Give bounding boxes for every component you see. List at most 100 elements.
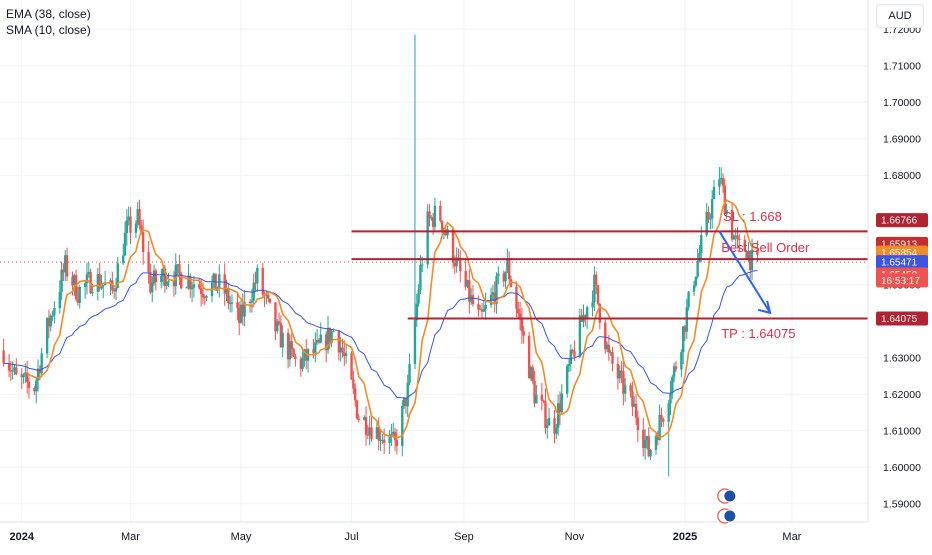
candle-body (27, 382, 31, 389)
candle-body (674, 366, 678, 370)
candle-body (176, 264, 179, 266)
y-tick-label: 1.71000 (883, 61, 921, 73)
candle-body (178, 264, 181, 274)
indicator-legend: EMA (38, close) SMA (10, close) (6, 6, 91, 38)
candle-body (720, 177, 723, 180)
candle-body (430, 217, 433, 219)
candle-body (243, 302, 246, 317)
candle-body (35, 380, 38, 392)
price-tag-label: 1.64075 (881, 314, 918, 325)
candle-body (123, 232, 127, 256)
candle-body (363, 416, 366, 420)
candle-body (2, 350, 5, 364)
candle-body (504, 271, 507, 282)
candle-body (402, 397, 406, 406)
event-flag-icon (723, 509, 737, 523)
candle-body (33, 388, 36, 392)
candle-body (161, 268, 165, 276)
candle-body (426, 211, 429, 265)
candle-body (667, 403, 670, 422)
candle-body (558, 403, 562, 413)
candle-body (604, 322, 607, 350)
candle-body (375, 427, 379, 439)
candle-body (357, 418, 360, 420)
candle-body (138, 209, 141, 226)
candle-body (468, 280, 471, 302)
candle-body (87, 271, 90, 275)
candle-body (102, 285, 105, 287)
candle-body (660, 414, 663, 419)
candle-body (254, 282, 257, 284)
candle-body (700, 234, 703, 254)
candle-body (53, 307, 56, 316)
candle-body (413, 320, 417, 365)
candle-body (149, 271, 152, 293)
candle-body (190, 287, 194, 290)
candle-body (96, 274, 100, 292)
candle-body (732, 235, 736, 240)
candle-body (421, 264, 424, 266)
candle-body (299, 359, 303, 369)
candle-body (749, 250, 752, 270)
candle-body (734, 235, 737, 237)
candle-body (212, 273, 216, 283)
candle-body (480, 309, 484, 312)
candle-body (180, 273, 183, 289)
candle-body (337, 331, 341, 353)
candle-body (112, 290, 116, 292)
candle-body (85, 274, 89, 284)
event-flag-icon (723, 489, 737, 503)
ema-line (3, 269, 758, 399)
candle-body (47, 318, 51, 327)
candle-body (268, 298, 272, 303)
candle-body (718, 179, 721, 187)
candle-body (364, 416, 368, 435)
candle-body (73, 275, 76, 286)
candle-body (353, 388, 357, 401)
currency-selector-button[interactable]: AUD (876, 4, 924, 28)
price-tag-label: 1.65913 (881, 239, 918, 250)
candle-body (464, 271, 467, 287)
candle-body (286, 332, 290, 360)
candle-body (618, 370, 621, 379)
candle-body (89, 271, 92, 294)
candle-body (696, 261, 699, 277)
candle-body (281, 332, 284, 348)
x-tick-label: Sep (454, 531, 474, 543)
candle-body (694, 276, 698, 286)
ema-legend-label[interactable]: EMA (38, close) (6, 7, 91, 21)
candle-body (406, 382, 409, 407)
candle-body (218, 274, 221, 288)
candle-body (279, 323, 283, 348)
candle-body (98, 274, 101, 289)
candle-body (165, 281, 168, 286)
candle-body (381, 439, 384, 441)
candle-body (723, 185, 727, 214)
candle-body (154, 270, 158, 282)
candle-body (15, 367, 18, 375)
candle-body (160, 275, 163, 282)
candle-body (569, 349, 573, 365)
candle-body (584, 314, 587, 319)
candle-body (11, 370, 14, 372)
candle-body (60, 269, 63, 292)
candle-body (477, 304, 480, 310)
candle-body (560, 393, 563, 413)
sma-legend-label[interactable]: SMA (10, close) (6, 23, 91, 37)
candle-body (654, 435, 658, 450)
candle-body (712, 186, 716, 199)
candle-body (607, 344, 611, 353)
candle-body (368, 427, 371, 436)
candle-body (681, 326, 685, 353)
candle-body (236, 302, 239, 308)
candle-body (415, 303, 418, 321)
candle-body (431, 217, 435, 227)
candle-body (479, 309, 482, 311)
candle-body (163, 268, 167, 286)
candle-body (497, 273, 500, 277)
candle-body (239, 304, 243, 323)
candle-body (567, 364, 571, 367)
candle-body (453, 263, 457, 267)
